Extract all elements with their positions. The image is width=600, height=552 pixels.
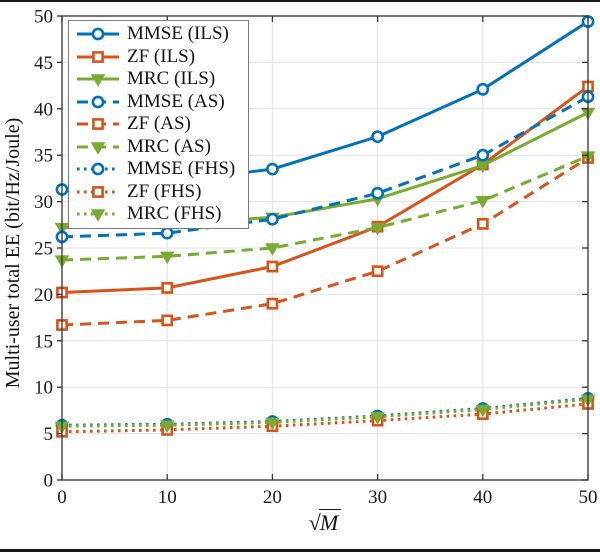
- legend-label: MMSE (AS): [127, 90, 225, 112]
- y-tick-label: 10: [34, 378, 53, 399]
- series-line: [61, 396, 589, 427]
- figure-top-rule: [0, 0, 600, 2]
- marker-triangle-down: [265, 243, 280, 256]
- marker-triangle-down: [370, 412, 385, 425]
- legend-item: MMSE (AS): [69, 91, 248, 114]
- legend-item: MMSE (ILS): [69, 23, 248, 46]
- y-tick-label: 15: [34, 331, 53, 352]
- y-tick-label: 20: [34, 285, 53, 306]
- sqrt-radicand: M: [318, 509, 342, 535]
- marker-square: [161, 314, 174, 327]
- series-line: [61, 402, 589, 434]
- marker-circle: [265, 212, 279, 226]
- x-tick-label: 50: [579, 487, 598, 508]
- marker-circle: [371, 186, 384, 200]
- marker-circle: [91, 95, 105, 109]
- legend-label: ZF (ILS): [127, 45, 196, 67]
- marker-circle: [91, 162, 105, 176]
- legend-label: MMSE (ILS): [127, 23, 229, 45]
- legend-sample: [77, 118, 119, 131]
- y-tick-label: 0: [44, 471, 54, 492]
- marker-triangle-down: [90, 142, 106, 155]
- legend-sample: [77, 162, 119, 176]
- series-line: [61, 95, 589, 239]
- marker-triangle-down: [159, 420, 175, 434]
- sqrt-radical-sign: √: [308, 510, 321, 535]
- marker-triangle-down: [90, 74, 106, 88]
- y-axis-label: Multi-user total EE (bit/Hz/Joule): [2, 117, 24, 389]
- marker-triangle-down: [265, 417, 280, 431]
- x-tick-label: 40: [473, 487, 492, 508]
- x-tick-label: 30: [368, 487, 387, 508]
- marker-square: [92, 50, 104, 63]
- legend-sample: [77, 142, 119, 155]
- marker-square: [92, 118, 104, 131]
- legend-sample: [77, 95, 119, 109]
- legend-item: ZF (AS): [69, 113, 248, 136]
- y-tick-label: 40: [34, 99, 53, 120]
- marker-circle: [476, 82, 490, 96]
- marker-triangle-down: [475, 195, 491, 209]
- x-tick-label: 20: [263, 487, 282, 508]
- series-mmse-fhs: [55, 391, 595, 432]
- marker-triangle-down: [370, 222, 385, 236]
- marker-square: [266, 297, 279, 310]
- series-line: [61, 85, 589, 295]
- legend-sample: [77, 50, 119, 63]
- y-tick-label: 50: [34, 7, 53, 28]
- marker-triangle-down: [90, 209, 106, 223]
- legend-item: MRC (ILS): [69, 68, 248, 91]
- legend-item: MRC (AS): [69, 136, 248, 159]
- legend-sample: [77, 185, 119, 198]
- y-tick-label: 35: [34, 146, 53, 167]
- legend-item: MRC (FHS): [69, 203, 248, 226]
- legend-label: MRC (AS): [127, 135, 211, 157]
- series-line: [61, 397, 589, 428]
- marker-circle: [265, 162, 279, 176]
- marker-circle: [371, 130, 384, 144]
- legend-item: ZF (FHS): [69, 181, 248, 204]
- marker-square: [92, 185, 104, 198]
- marker-circle: [160, 226, 174, 240]
- marker-square: [371, 265, 384, 278]
- y-tick-label: 5: [44, 424, 54, 445]
- legend-box: MMSE (ILS) ZF (ILS) MRC (ILS) MMSE (AS) ZF (…: [68, 20, 249, 229]
- legend-item: MMSE (FHS): [69, 158, 248, 181]
- marker-square: [476, 217, 489, 230]
- series-line: [61, 156, 589, 327]
- legend-label: MMSE (FHS): [127, 158, 236, 180]
- legend-sample: [77, 74, 119, 88]
- series-mrc-fhs: [54, 394, 596, 434]
- legend-item: ZF (ILS): [69, 46, 248, 69]
- x-tick-label: 0: [57, 487, 67, 508]
- legend-sample: [77, 209, 119, 223]
- marker-triangle-down: [159, 251, 175, 265]
- x-axis-label: √M: [225, 509, 425, 540]
- x-tick-label: 10: [158, 487, 177, 508]
- marker-triangle-down: [475, 404, 491, 418]
- legend-label: ZF (FHS): [127, 180, 202, 202]
- legend-sample: [77, 27, 119, 41]
- y-tick-label: 25: [34, 239, 53, 260]
- series-zf-fhs: [56, 398, 594, 438]
- y-tick-label: 30: [34, 192, 53, 213]
- y-tick-label: 45: [34, 53, 53, 74]
- legend-label: ZF (AS): [127, 113, 191, 135]
- marker-square: [266, 260, 279, 273]
- tick-labels: 0 10 20 30 40 50 0 5 10 15 20 25 30 35 40 45 50: [34, 7, 598, 509]
- marker-circle: [91, 27, 105, 41]
- legend-label: MRC (FHS): [127, 203, 222, 225]
- marker-circle: [476, 148, 490, 162]
- legend-label: MRC (ILS): [127, 68, 216, 90]
- marker-square: [161, 282, 174, 294]
- figure-bottom-rule: [0, 549, 600, 552]
